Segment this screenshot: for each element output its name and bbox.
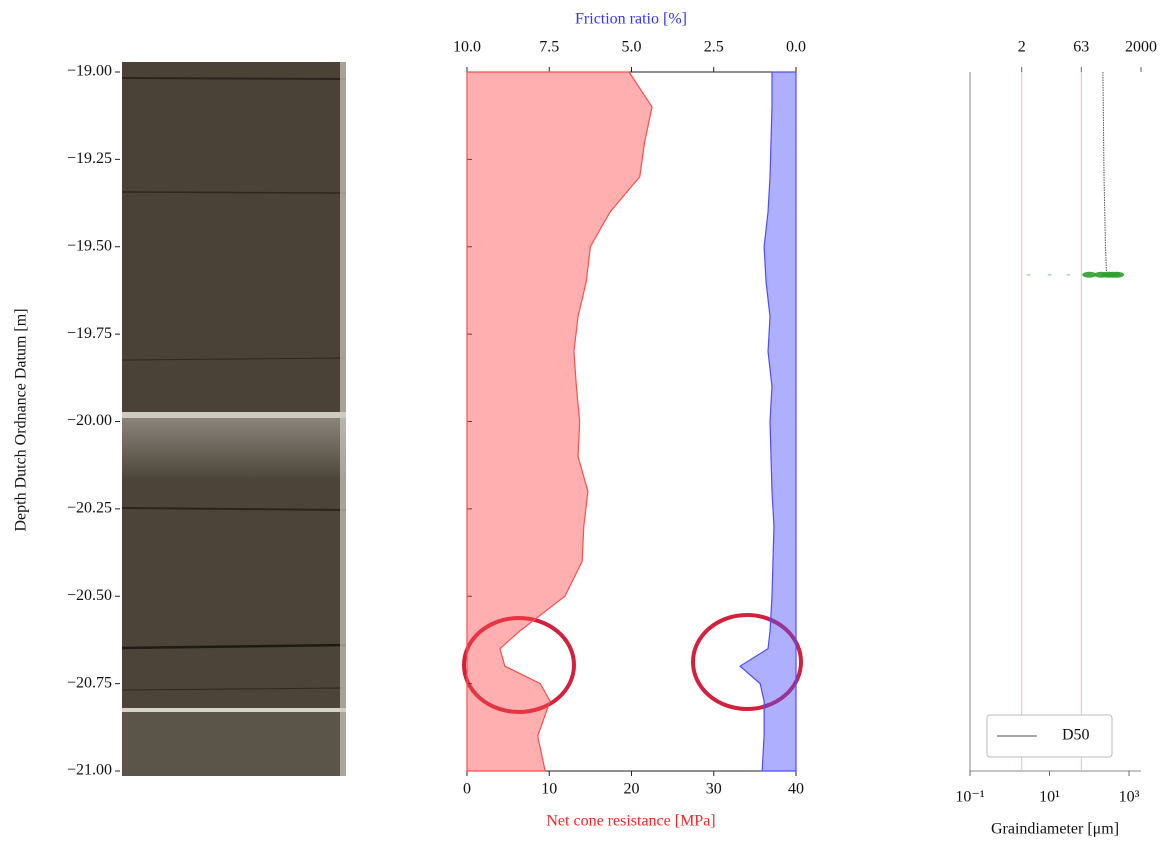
legend-label: D50 (1062, 727, 1090, 744)
x-tick-label: 40 (788, 781, 804, 798)
area (467, 72, 652, 771)
core-photo (122, 62, 346, 776)
x2-tick-label: 0.0 (786, 39, 806, 56)
x-tick-label: 10⁻¹ (955, 789, 984, 806)
y-tick-label: −20.50 (67, 587, 112, 604)
y-tick-label: −19.75 (67, 325, 112, 342)
y-tick-label: −19.25 (67, 150, 112, 167)
y-axis-label: Depth Dutch Ordnance Datum [m] (13, 308, 30, 531)
area (740, 72, 796, 771)
point (1027, 274, 1031, 276)
x-tick-label: 0 (463, 781, 471, 798)
x-tick-label: 10¹ (1039, 789, 1060, 806)
x2-tick-label: 2.5 (704, 39, 724, 56)
x-axis-label: Graindiameter [μm] (991, 821, 1119, 838)
x-axis-label: Net cone resistance [MPa] (546, 813, 715, 830)
y-tick-label: −21.00 (67, 762, 112, 779)
x-tick-label: 10³ (1119, 789, 1140, 806)
x2-axis-label: Friction ratio [%] (575, 11, 687, 28)
y-tick-label: −20.25 (67, 500, 112, 517)
y-tick-label: −20.00 (67, 412, 112, 429)
x2-tick-label: 10.0 (453, 39, 481, 56)
point (1082, 272, 1096, 278)
x2-tick-label: 2 (1018, 39, 1026, 56)
point (1048, 274, 1052, 276)
x2-tick-label: 5.0 (622, 39, 642, 56)
point (1066, 274, 1070, 276)
x-tick-label: 30 (706, 781, 722, 798)
x-tick-label: 10 (541, 781, 557, 798)
y-tick-label: −19.00 (67, 63, 112, 80)
line (1103, 72, 1107, 271)
figure: Depth Dutch Ordnance Datum [m] Friction … (0, 0, 1164, 843)
x-tick-label: 20 (624, 781, 640, 798)
x2-tick-label: 7.5 (539, 39, 559, 56)
x2-tick-label: 2000 (1125, 39, 1157, 56)
y-tick-label: −19.50 (67, 237, 112, 254)
point (1110, 272, 1124, 278)
y-tick-label: −20.75 (67, 674, 112, 691)
x2-tick-label: 63 (1073, 39, 1089, 56)
